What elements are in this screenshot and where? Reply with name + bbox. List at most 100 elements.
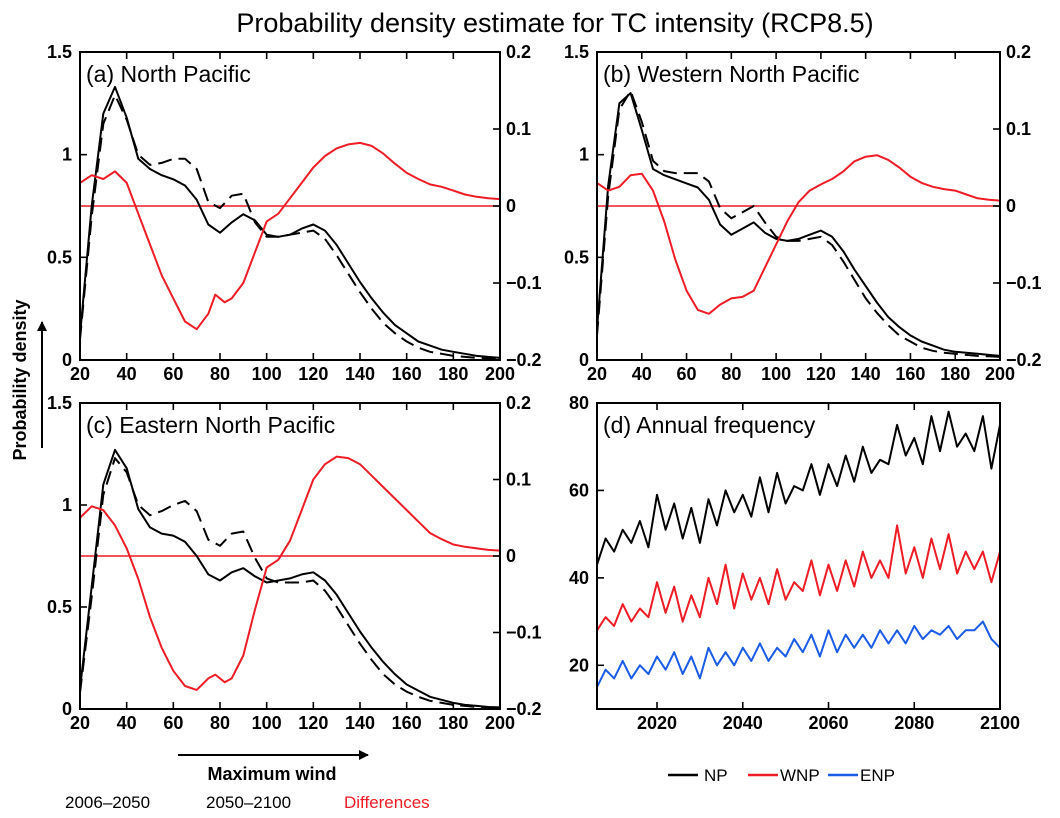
y2-tick-label: 0.1 [506,470,531,490]
series-line-differences [596,154,1001,315]
x-tick-label: 140 [851,364,881,384]
x-tick-label: 100 [761,364,791,384]
y2-tick-label: 0.2 [506,42,531,62]
x-tick-label: 60 [163,364,183,384]
legend-label-wnp: WNP [780,766,820,785]
panel-title: (b) Western North Pacific [603,61,859,87]
panel-c: 20 40 60 80 100 120 140 160 180 200 0 0.5 1 1.5 −0.2 −0… [47,393,542,733]
panel-b: 20 40 60 80 100 120 140 160 180 200 0 0.5 1 1.5 −0.2 −0… [564,42,1042,384]
y-tick-label: 0.5 [564,247,589,267]
x-tick-label: 2040 [723,713,763,733]
x-tick-label: 200 [985,364,1015,384]
y-tick-label: 1 [62,145,72,165]
y2-tick-label: 0.1 [1006,119,1031,139]
x-tick-label: 40 [117,713,137,733]
y-tick-label: 0 [62,350,72,370]
y2-tick-label: −0.2 [506,699,542,719]
y-tick-label: 0.5 [47,247,72,267]
legend-label-2050-2100: 2050–2100 [206,793,291,812]
x-tick-label: 120 [298,364,328,384]
series-line-wnp [596,524,1001,631]
x-tick-label: 20 [587,364,607,384]
x-tick-label: 40 [117,364,137,384]
plot-frame [596,402,1001,710]
series-line-2050-2100 [596,90,1001,358]
y2-tick-label: −0.2 [1006,350,1042,370]
panel-a: 20 40 60 80 100 120 140 160 180 200 0 0.5 1 1.5 −0.2 −0… [47,42,542,384]
series-line-2006-2050 [79,448,501,709]
series-line-enp [596,620,1001,688]
x-tick-label: 100 [252,713,282,733]
x-tick-label: 60 [677,364,697,384]
legend-label-2006-2050: 2006–2050 [65,793,150,812]
y2-tick-label: 0.2 [1006,42,1031,62]
series-line-2050-2100 [79,457,501,709]
x-tick-label: 40 [632,364,652,384]
x-tick-label: 160 [895,364,925,384]
series-line-2006-2050 [596,92,1001,357]
x-tick-label: 60 [163,713,183,733]
y2-tick-label: 0.1 [506,119,531,139]
x-axis-label: Maximum wind [207,764,336,784]
y-tick-label: 1.5 [47,393,72,413]
y-axis-label: Probability density [10,299,30,460]
x-tick-label: 120 [806,364,836,384]
x-tick-label: 140 [345,364,375,384]
x-tick-label: 100 [252,364,282,384]
x-tick-label: 80 [210,364,230,384]
x-tick-label: 20 [70,364,90,384]
x-tick-label: 160 [392,713,422,733]
y-axis-label-group: Probability density [10,299,47,461]
x-tick-label: 180 [438,364,468,384]
y-tick-label: 80 [569,393,589,413]
x-axis-label-group: Maximum wind [178,750,369,784]
y2-tick-label: −0.1 [1006,273,1042,293]
x-tick-label: 120 [298,713,328,733]
x-tick-label: 80 [721,364,741,384]
x-tick-label: 2020 [637,713,677,733]
y-tick-label: 0.5 [47,597,72,617]
y-tick-label: 1.5 [564,42,589,62]
y-tick-label: 0 [579,350,589,370]
x-tick-label: 80 [210,713,230,733]
y-tick-label: 1 [62,495,72,515]
y2-tick-label: 0.2 [506,393,531,413]
legend-label-enp: ENP [860,766,895,785]
y2-tick-label: 0 [506,546,516,566]
series-line-2050-2100 [79,94,501,360]
legend-periods: 2006–2050 2050–2100 Differences [65,793,430,812]
x-tick-label: 200 [485,713,515,733]
y-tick-label: 20 [569,655,589,675]
y2-tick-label: 0 [1006,196,1016,216]
x-tick-label: 180 [940,364,970,384]
y-tick-label: 1 [579,145,589,165]
series-line-2006-2050 [79,85,501,359]
x-tick-label: 180 [438,713,468,733]
series-line-differences [79,455,501,691]
x-tick-label: 2080 [894,713,934,733]
figure-title: Probability density estimate for TC inte… [236,8,873,38]
y2-tick-label: −0.1 [506,623,542,643]
panel-title: (c) Eastern North Pacific [86,412,335,438]
x-tick-label: 20 [70,713,90,733]
x-tick-label: 2060 [808,713,848,733]
y-tick-label: 0 [62,699,72,719]
y-tick-label: 40 [569,568,589,588]
x-tick-label: 160 [392,364,422,384]
panel-title: (a) North Pacific [86,61,251,87]
y2-tick-label: −0.1 [506,273,542,293]
x-tick-label: 200 [485,364,515,384]
panel-title: (d) Annual frequency [603,412,816,438]
y2-tick-label: −0.2 [506,350,542,370]
y-tick-label: 60 [569,480,589,500]
legend-label-differences: Differences [344,793,430,812]
x-tick-label: 2100 [980,713,1020,733]
legend-regions: NP WNP ENP [668,766,895,785]
series-line-differences [79,141,501,331]
series-line-np [596,410,1001,566]
y2-tick-label: 0 [506,196,516,216]
y-tick-label: 1.5 [47,42,72,62]
x-tick-label: 140 [345,713,375,733]
